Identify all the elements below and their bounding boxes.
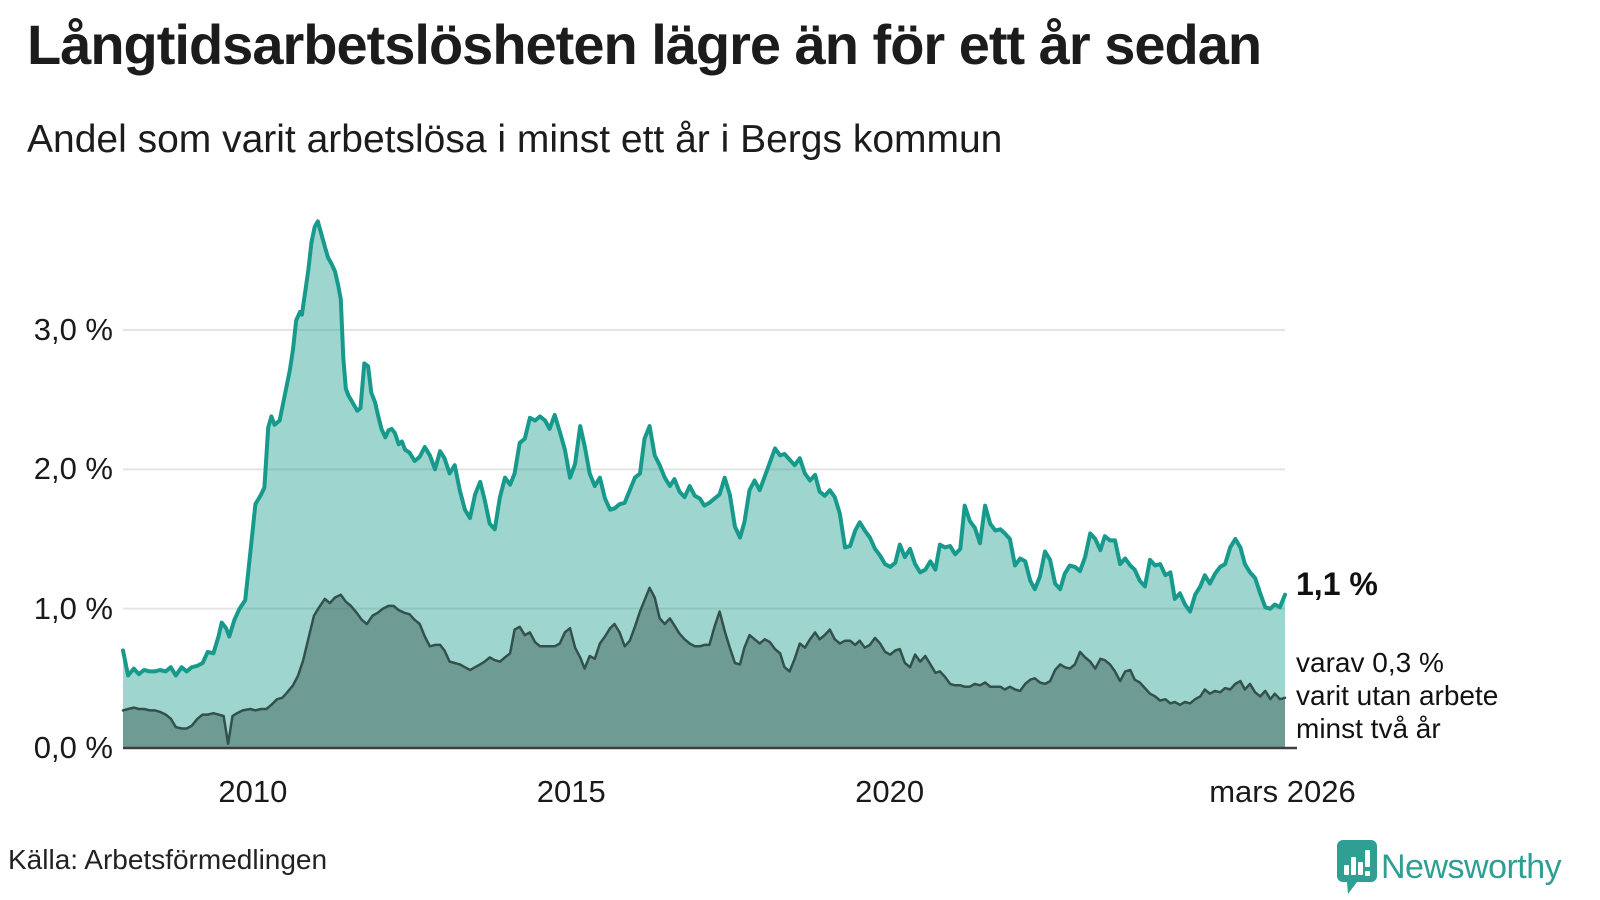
y-tick-label: 0,0 % bbox=[33, 730, 113, 765]
area-fill-one-year bbox=[123, 221, 1285, 749]
area-fill-two-years bbox=[123, 587, 1285, 748]
area-line-two-years bbox=[121, 586, 1287, 746]
y-tick-label: 2,0 % bbox=[33, 451, 113, 487]
newsworthy-brand: Newsworthy bbox=[1335, 838, 1562, 896]
end-note-line-3: minst två år bbox=[1296, 713, 1441, 744]
end-note-line-1: varav 0,3 % bbox=[1296, 647, 1444, 678]
end-note-line-2: varit utan arbete bbox=[1296, 680, 1499, 711]
source-attribution: Källa: Arbetsförmedlingen bbox=[8, 844, 328, 875]
end-note-label: varav 0,3 % varit utan arbete minst två … bbox=[1296, 646, 1498, 745]
y-tick-label: 1,0 % bbox=[33, 590, 113, 626]
end-value-label: 1,1 % bbox=[1296, 566, 1378, 602]
x-tick-label: mars 2026 bbox=[1209, 774, 1356, 809]
newsworthy-logo-icon bbox=[1337, 840, 1377, 894]
x-tick-label: 2010 bbox=[218, 774, 288, 809]
newsworthy-wordmark: Newsworthy bbox=[1381, 848, 1562, 886]
y-tick-label: 3,0 % bbox=[33, 312, 113, 347]
page-subtitle: Andel som varit arbetslösa i minst ett å… bbox=[27, 118, 1003, 161]
area-line-one-year bbox=[121, 219, 1287, 678]
x-tick-label: 2015 bbox=[536, 774, 606, 809]
x-tick-label: 2020 bbox=[855, 774, 925, 809]
page-title: Långtidsarbetslösheten lägre än för ett … bbox=[27, 13, 1262, 76]
